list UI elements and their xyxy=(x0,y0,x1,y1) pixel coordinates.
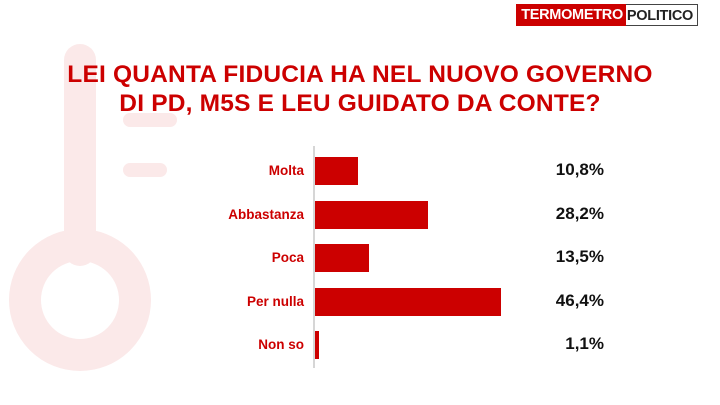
logo-part-politico: POLITICO xyxy=(625,4,698,26)
chart-title-line-2: DI PD, M5S E LEU GUIDATO DA CONTE? xyxy=(119,90,601,117)
logo-part-termometro: TERMOMETRO xyxy=(516,4,626,26)
value-label: 10,8% xyxy=(555,160,604,179)
bar xyxy=(315,157,359,185)
category-label: Non so xyxy=(258,337,304,352)
chart-title: LEI QUANTA FIDUCIA HA NEL NUOVO GOVERNO … xyxy=(40,60,680,118)
value-label: 28,2% xyxy=(555,203,604,223)
value-label: 13,5% xyxy=(555,247,604,266)
bar xyxy=(315,200,429,229)
value-label: 46,4% xyxy=(555,290,604,310)
value-label: 1,1% xyxy=(565,334,604,353)
brand-logo: TERMOMETRO POLITICO xyxy=(516,4,698,26)
category-label: Abbastanza xyxy=(228,206,304,222)
category-label: Per nulla xyxy=(246,293,304,309)
bar-axis-line xyxy=(313,146,315,368)
category-label: Poca xyxy=(271,250,304,265)
chart-title-line-1: LEI QUANTA FIDUCIA HA NEL NUOVO GOVERNO xyxy=(67,61,653,88)
bar xyxy=(315,244,370,272)
bar xyxy=(315,331,320,359)
category-label: Molta xyxy=(268,163,304,178)
bar xyxy=(315,287,501,316)
